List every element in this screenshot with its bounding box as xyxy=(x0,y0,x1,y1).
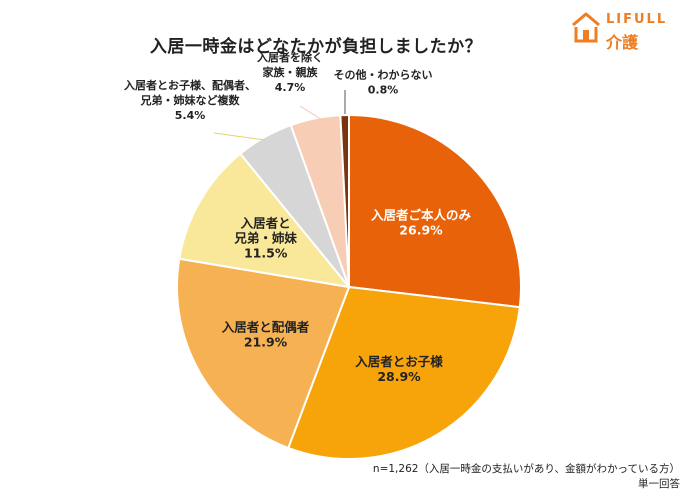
slice-label: 兄弟・姉妹など複数 xyxy=(140,93,241,107)
logo-sub: 介護 xyxy=(606,33,639,52)
footnote: n=1,262（入居一時金の支払いがあり、金額がわかっている方） 単一回答 xyxy=(373,462,680,492)
slice-label: その他・わからない xyxy=(334,68,433,82)
slice-label: 入居者とお子様、配偶者、 xyxy=(124,78,256,92)
slice-value-label: 21.9% xyxy=(244,335,288,350)
slice-label: 入居者を除く xyxy=(257,50,323,64)
pie-slice xyxy=(339,113,350,288)
chart-title: 入居一時金はどなたかが負担しましたか？ xyxy=(149,37,483,57)
slice-label: 入居者とお子様 xyxy=(355,354,443,369)
pie-slice xyxy=(176,257,351,450)
slice-value-label: 11.5% xyxy=(244,246,288,261)
slice-label: 入居者ご本人のみ xyxy=(371,208,472,223)
slice-value-label: 0.8% xyxy=(368,84,399,97)
leader-line xyxy=(213,132,266,141)
pie-slice xyxy=(178,152,352,289)
slice-label: 家族・親族 xyxy=(263,65,319,79)
slice-label: 兄弟・姉妹 xyxy=(233,231,297,246)
slice-value-label: 28.9% xyxy=(377,369,421,384)
leader-line xyxy=(299,105,323,121)
pie-slice xyxy=(348,113,522,309)
logo-brand: LIFULL xyxy=(606,12,668,27)
lifull-logo: LIFULL 介護 xyxy=(570,10,690,54)
footnote-answer-type: 単一回答 xyxy=(638,478,680,490)
pie-slice xyxy=(286,285,521,460)
footnote-sample: n=1,262（入居一時金の支払いがあり、金額がわかっている方） xyxy=(372,463,680,475)
slice-label: 入居者と xyxy=(241,216,291,231)
house-icon xyxy=(572,12,600,43)
slice-label: 入居者と配偶者 xyxy=(222,320,310,335)
slice-value-label: 26.9% xyxy=(399,223,443,238)
slice-value-label: 4.7% xyxy=(275,81,306,94)
slice-value-label: 5.4% xyxy=(175,109,206,122)
